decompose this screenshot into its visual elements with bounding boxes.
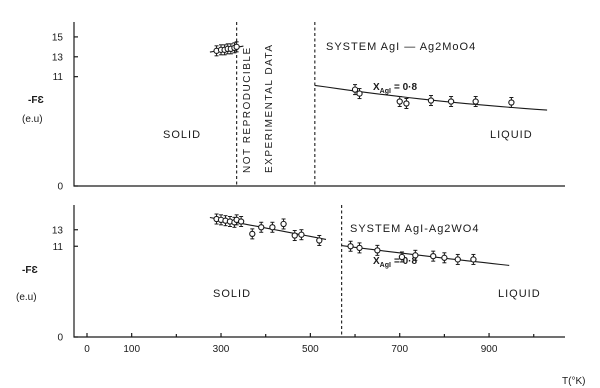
bot-liquid-point-7 [454,256,461,263]
bot-liquid-point-8 [470,256,477,263]
bottom-system-label: SYSTEM AgI-Ag2WO4 [350,223,479,235]
top-system-label: SYSTEM AgI — Ag2MoO4 [326,41,476,53]
top-liquid-point-0 [351,86,359,93]
top-liquid-point-6 [472,98,479,105]
bot-solid-point-9 [269,224,276,231]
bot-solid-point-6 [237,218,245,225]
top-liquid-label: LIQUID [490,129,533,141]
x-axis-label: T(°K) [562,376,585,387]
bot-solid-point-11 [291,232,298,239]
bot-solid-point-12 [298,231,305,238]
x-tick-label-4: 700 [391,344,408,355]
bot-solid-point-8 [258,224,265,231]
top-y-label: -FƐ [28,95,44,106]
bottom-panel-axes [73,205,565,338]
bot-liquid-point-4 [412,252,419,259]
top-liquid-point-3 [403,100,410,107]
top-liquid-point-5 [447,98,455,105]
top-liquid-point-4 [427,97,435,104]
top-note-line2: EXPERIMENTAL DATA [264,43,275,173]
x-tick-label-0: 0 [84,344,90,355]
top-panel-axes [73,22,565,187]
bottom-y-ticks: 13 11 0 [52,225,78,344]
bottom-y-label: -FƐ [22,265,38,276]
x-tick-label-2: 300 [213,344,230,355]
bottom-solid-label: SOLID [213,288,251,300]
top-data-points [213,41,515,110]
x-axis-ticks: 0 100 300 500 700 900 [84,333,535,355]
bot-liquid-point-1 [356,244,363,252]
bot-liquid-point-2 [374,247,381,254]
x-tick-label-1: 100 [123,344,140,355]
x-tick-label-3: 500 [302,344,319,355]
bot-solid-point-13 [316,237,323,244]
top-composition: XAgI = 0·8 [373,82,417,95]
top-note-line1: NOT REPRODUCIBLE [242,46,253,173]
top-y-tick-label-3: 0 [57,182,63,193]
bottom-liquid-label: LIQUID [498,288,541,300]
top-y-ticks: 15 13 11 0 [52,32,78,193]
bottom-data-points [213,213,477,265]
x-tick-label-5: 900 [481,344,498,355]
bot-liquid-point-0 [347,243,354,250]
bot-liquid-point-6 [441,254,448,261]
bot-fit-liquid [341,245,510,266]
bottom-y-unit: (e.u) [16,292,37,303]
top-y-tick-label-1: 13 [52,52,64,63]
bot-y-tick-label-0: 13 [52,225,64,236]
bot-solid-point-10 [280,220,287,228]
top-solid-point-6 [233,43,240,50]
top-y-tick-label-0: 15 [52,32,64,43]
top-panel: 15 13 11 0 -FƐ (e.u) SOLID LIQUID NOT REPRO… [22,22,565,193]
top-liquid-point-1 [356,90,363,97]
top-fit-curves [209,45,548,111]
top-y-tick-label-2: 11 [53,72,64,83]
top-liquid-point-7 [508,99,515,106]
top-liquid-point-2 [396,98,403,105]
bottom-panel: 13 11 0 0 100 300 500 700 900 -FƐ (e.u) SOLID L… [16,205,585,387]
bot-y-tick-label-1: 11 [53,242,64,253]
bottom-composition: XAgI = 0·8 [373,256,417,269]
bot-solid-point-7 [249,230,256,238]
bot-liquid-point-5 [430,252,437,260]
bot-liquid-point-3 [398,253,406,261]
top-y-unit: (e.u) [22,114,43,125]
top-solid-label: SOLID [163,129,201,141]
bot-y-tick-label-2: 0 [57,333,63,344]
